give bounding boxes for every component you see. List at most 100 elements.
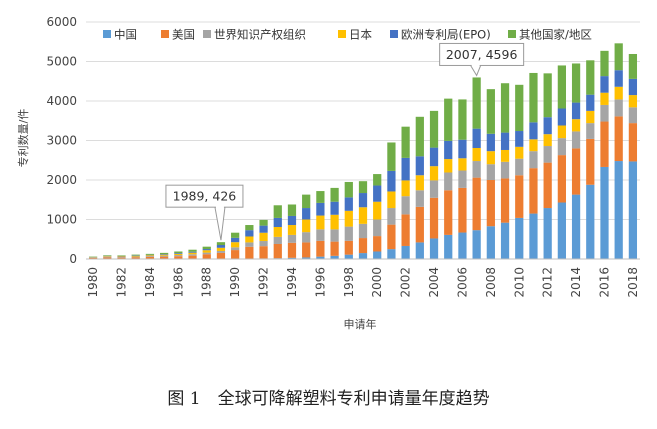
bar-segment xyxy=(344,240,353,255)
bar-segment xyxy=(273,217,282,228)
bar-segment xyxy=(486,180,495,227)
bar-segment xyxy=(259,246,268,259)
bar-segment xyxy=(515,131,524,147)
bar-segment xyxy=(259,232,268,242)
bar-segment xyxy=(458,158,467,171)
legend-item: 欧洲专利局(EPO) xyxy=(390,28,491,42)
bar-segment xyxy=(160,255,169,257)
bar-segment xyxy=(287,215,297,226)
bar-segment xyxy=(415,190,424,207)
bar-segment xyxy=(302,208,311,220)
bar-segment xyxy=(373,236,382,252)
callout-box xyxy=(439,42,525,66)
bar-segment xyxy=(174,256,183,259)
bar-segment xyxy=(287,234,297,243)
x-axis-ticks: 1980 1982 1984 1986 1988 1990 1992 1994 1996 1998… xyxy=(86,267,640,298)
bar-segment xyxy=(600,166,609,259)
bar-segment xyxy=(444,140,453,160)
legend-item: 日本 xyxy=(338,28,372,42)
bar-segment xyxy=(571,194,581,259)
x-tick-label: 1998 xyxy=(342,267,356,298)
bar-segment xyxy=(344,226,353,241)
legend-swatch xyxy=(338,30,346,38)
bar-segment xyxy=(216,250,226,253)
bar-segment xyxy=(387,142,396,171)
bar-segment xyxy=(216,245,226,248)
bar-segment xyxy=(302,257,311,259)
bar-segment xyxy=(117,256,126,258)
bar-segment xyxy=(557,202,566,259)
bar-segment xyxy=(330,229,339,242)
bar-segment xyxy=(160,254,169,255)
bar-segment xyxy=(188,252,197,255)
bar-segment xyxy=(330,201,339,215)
bar-segment xyxy=(614,43,623,71)
bar-segment xyxy=(273,243,282,259)
bar-segment xyxy=(273,205,282,218)
bar-segment xyxy=(373,251,382,259)
y-tick-label: 5000 xyxy=(46,55,77,69)
x-tick-label: 2010 xyxy=(512,267,526,298)
bar-segment xyxy=(160,256,169,259)
bar-segment xyxy=(131,255,140,257)
callout: 1989, 426 xyxy=(165,184,244,241)
x-tick-label: 2004 xyxy=(427,267,441,298)
bar-segment xyxy=(628,78,638,96)
legend-swatch xyxy=(508,30,516,38)
bar-segment xyxy=(231,237,240,243)
bar-segment xyxy=(415,206,424,243)
bar-segment xyxy=(543,117,552,135)
bar-segment xyxy=(231,232,240,238)
bar-segment xyxy=(458,232,467,259)
bar-segment xyxy=(571,119,581,132)
bar-segment xyxy=(500,132,510,150)
y-tick-label: 3000 xyxy=(46,134,77,148)
bar-segment xyxy=(358,238,368,254)
bar-segment xyxy=(500,178,510,223)
bar-segment xyxy=(273,227,282,237)
figure-caption: 图 1 全球可降解塑料专利申请量年度趋势 xyxy=(167,389,490,409)
bar-segment xyxy=(302,242,311,258)
bar-segment xyxy=(344,181,353,198)
bar-segment xyxy=(202,252,211,255)
legend-swatch xyxy=(103,30,111,38)
legend-swatch xyxy=(203,30,211,38)
bar-segment xyxy=(444,190,453,235)
bar-segment xyxy=(131,256,140,258)
bars xyxy=(88,43,638,259)
bar-segment xyxy=(160,252,169,255)
bar-segment xyxy=(472,148,481,162)
bar-segment xyxy=(486,151,495,165)
legend-label: 其他国家/地区 xyxy=(519,28,592,42)
bar-segment xyxy=(160,254,169,256)
bar-segment xyxy=(358,207,368,224)
bar-segment xyxy=(117,257,126,259)
bar-segment xyxy=(259,225,268,233)
bar-segment xyxy=(614,161,623,259)
legend-label: 美国 xyxy=(172,28,195,42)
y-axis-title: 专利数量/件 xyxy=(16,109,30,168)
legend-item: 美国 xyxy=(161,28,195,42)
callouts: 1989, 426 2007, 4596 xyxy=(165,42,525,241)
bar-segment xyxy=(344,197,353,211)
bar-segment xyxy=(245,230,254,237)
bar-segment xyxy=(344,254,353,259)
bar-segment xyxy=(486,133,495,152)
bar-segment xyxy=(486,226,495,259)
bar-segment xyxy=(571,131,581,149)
bar-segment xyxy=(131,254,140,256)
bar-segment xyxy=(316,215,325,230)
bar-segment xyxy=(302,194,311,209)
bar-segment xyxy=(444,98,453,141)
legend-label: 欧洲专利局(EPO) xyxy=(401,28,491,42)
bar-segment xyxy=(202,249,211,251)
bar-segment xyxy=(174,253,183,256)
bar-segment xyxy=(586,60,595,95)
y-tick-label: 2000 xyxy=(46,173,77,187)
x-tick-label: 1986 xyxy=(171,267,185,298)
bar-segment xyxy=(373,174,382,186)
bar-segment xyxy=(188,251,197,253)
bar-segment xyxy=(614,99,623,117)
bar-segment xyxy=(401,245,410,259)
